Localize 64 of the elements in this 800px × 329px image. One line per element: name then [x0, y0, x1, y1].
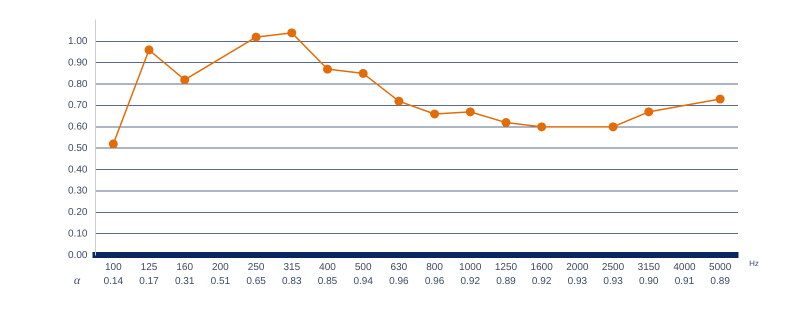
- point: [501, 118, 510, 128]
- y-tick-label: 0.80: [68, 78, 88, 90]
- text: 0.92: [532, 276, 552, 287]
- point: [430, 110, 440, 118]
- text: 0.89: [710, 276, 730, 287]
- point: [466, 107, 475, 116]
- x-tick-label: 1250: [494, 262, 518, 273]
- text: 0.89: [496, 276, 516, 287]
- text: 0.96: [424, 276, 445, 287]
- point: [394, 96, 404, 106]
- point: [537, 122, 546, 132]
- point: [608, 122, 618, 132]
- x-tick-label: 315: [283, 262, 301, 273]
- x-tick-label: 4000: [673, 262, 696, 273]
- x-tick-label: 1000: [459, 262, 482, 273]
- x-tick-label: 125: [140, 262, 158, 273]
- point: [144, 45, 154, 54]
- x-tick-label: 400: [319, 262, 336, 273]
- text: 0.92: [460, 276, 480, 287]
- text: 0.65: [246, 276, 266, 287]
- x-tick-label: 200: [212, 262, 230, 273]
- point: [108, 139, 118, 148]
- x-tick-label: 630: [390, 262, 408, 273]
- point: [358, 68, 368, 78]
- text: 0.14: [104, 276, 124, 287]
- text: 0.85: [318, 276, 338, 287]
- text: 0.96: [389, 276, 410, 287]
- text: α: [74, 273, 81, 288]
- text: 0.17: [139, 276, 160, 287]
- text: 0.91: [674, 276, 695, 287]
- y-tick-label: 0.40: [68, 164, 88, 176]
- point: [644, 107, 654, 116]
- y-tick-label: 0.00: [68, 250, 88, 261]
- point: [287, 28, 296, 38]
- y-tick-label: 0.10: [68, 228, 88, 240]
- y-tick-label: 0.90: [68, 57, 88, 68]
- x-tick-label: 3150: [638, 262, 660, 273]
- point: [180, 75, 190, 84]
- x-tick-label: 5000: [709, 262, 732, 273]
- text: 0.51: [210, 276, 231, 287]
- x-tick-label: 500: [354, 262, 372, 273]
- x-tick-label: 100: [104, 262, 122, 273]
- y-tick-label: 0.50: [68, 142, 88, 154]
- x-tick-label: 800: [426, 262, 444, 273]
- text: 0.31: [174, 276, 195, 287]
- point: [252, 32, 261, 42]
- point: [716, 94, 725, 104]
- x-tick-label: 2500: [602, 262, 625, 273]
- text: 0.93: [568, 276, 588, 287]
- x-tick-label: 160: [176, 262, 194, 273]
- text: 0.90: [639, 276, 659, 287]
- y-tick-label: 0.70: [68, 100, 88, 112]
- text: 0.83: [282, 276, 302, 287]
- x-tick-label: 250: [248, 262, 265, 273]
- x-axis-title: Hz: [749, 259, 759, 268]
- point: [322, 64, 332, 74]
- y-tick-label: 0.20: [68, 207, 88, 218]
- y-tick-label: 1.00: [68, 36, 88, 48]
- text: 0.94: [353, 276, 374, 287]
- y-tick-label: 0.30: [68, 186, 88, 197]
- y-tick-label: 0.60: [68, 122, 88, 133]
- text: 0.93: [603, 276, 624, 287]
- x-tick-label: 1600: [530, 262, 554, 273]
- x-tick-label: 2000: [566, 262, 589, 273]
